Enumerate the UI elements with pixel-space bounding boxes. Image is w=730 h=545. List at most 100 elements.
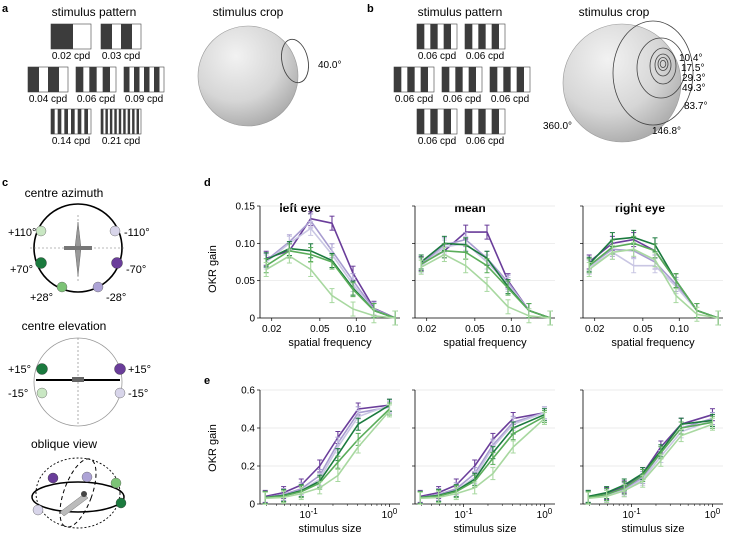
elevation-dot-minus15-left [36,387,48,399]
elevation-label-plus15-left: +15° [8,364,31,376]
grating-bar [491,24,499,49]
grating-bar [51,24,73,49]
grating-bar [64,109,68,134]
chart-d1-title: left eye [279,201,321,215]
fish-oblique-icon [59,493,89,517]
oblique-dot-purple [47,472,59,484]
x-axis-label: spatial frequency [288,337,372,349]
panel-b-angle-29: 29.3° [682,73,705,84]
x-tick-label: 10-1 [455,507,474,521]
grating-thumbnail-b6: 0.06 cpd [464,108,506,147]
grating-thumbnail-b1: 0.06 cpd [464,23,506,62]
oblique-dot-lilac [81,471,93,483]
x-tick-label: 0.05 [633,324,653,335]
grating-label: 0.06 cpd [466,51,504,62]
grating-bar [442,67,450,92]
chart-e1: 0 0.2 0.4 0.6 10-1 100 stimulus size [241,386,400,535]
grating-bar [102,67,110,92]
grating-thumbnail-6: 0.21 cpd [100,108,142,147]
grating-bar [127,109,131,134]
azimuth-diagram [30,203,126,293]
chart-e2: 10-1 100 stimulus size [412,389,555,535]
oblique-dot-palelilac [32,504,44,516]
series-line-2 [265,404,390,499]
grating-bar [51,109,55,134]
panel-a-crop-angle: 40.0° [318,60,341,71]
series-line-0 [420,231,551,319]
chart-d2: 0.02 0.05 0.10 spatial frequency [412,205,555,349]
grating-bar [121,24,132,49]
elevation-label-minus15-right: -15° [128,388,148,400]
grating-bar [154,67,160,92]
grating-label: 0.06 cpd [77,94,115,105]
panel-a-pattern-title: stimulus pattern [52,5,137,19]
oblique-diagram [31,457,127,529]
fish-eyes-icon [64,246,92,250]
grating-bar [468,67,476,92]
grating-label: 0.06 cpd [418,51,456,62]
chart-d3: 0.02 0.05 0.10 spatial frequency [580,205,723,349]
panel-letter-c: c [2,177,8,189]
grating-label: 0.06 cpd [443,94,481,105]
x-tick-label: 10-1 [300,507,319,521]
chart-d-ylabel: OKR gain [207,245,219,293]
oblique-dot-green [110,477,122,489]
x-tick-label: 0.10 [347,324,367,335]
grating-bar [134,67,140,92]
grating-thumbnail-4: 0.09 cpd [123,66,165,105]
panel-letter-b: b [367,3,374,15]
grating-bar [417,109,425,134]
panel-b-crop-title: stimulus crop [579,5,650,19]
x-tick-label: 0.02 [262,324,282,335]
chart-e3: 10-1 100 stimulus size [580,389,723,535]
panel-b-crop-49 [649,47,677,85]
x-axis-label: stimulus size [299,523,362,535]
panel-b-angle-146: 146.8° [652,126,681,137]
elevation-diagram [33,337,126,427]
grating-bar [430,109,438,134]
x-axis-label: spatial frequency [443,337,527,349]
x-tick-label: 0.02 [417,324,437,335]
x-tick-label: 0.02 [585,324,605,335]
panel-b-crop-10 [659,60,667,69]
azimuth-label-plus28: +28° [30,292,53,304]
grating-bar [109,109,113,134]
grating-bar [101,24,112,49]
grating-bar [77,109,82,134]
panel-letter-d: d [204,177,211,189]
grating-bar [394,67,402,92]
x-axis-label: spatial frequency [611,337,695,349]
grating-bar [417,24,425,49]
grating-bar [503,67,511,92]
grating-bar [516,67,524,92]
panel-letter-a: a [2,3,9,15]
y-tick-label: 0.10 [236,239,256,250]
panel-b-crop-146 [612,20,694,126]
panel-b-angle-17: 17.5° [681,63,704,74]
fish-side-icon [72,377,84,382]
grating-bar [76,67,84,92]
grating-bar [490,67,498,92]
x-tick-label: 0.05 [465,324,485,335]
panel-b-angle-49: 49.3° [682,83,705,94]
grating-label: 0.03 cpd [102,51,140,62]
y-tick-label: 0.05 [236,276,256,287]
panel-b-crop-83 [636,37,686,99]
grating-bar [124,67,130,92]
panel-b-gratings: 0.06 cpd 0.06 cpd 0.06 cpd 0.06 cpd 0.06 cpd… [393,23,531,147]
azimuth-label-minus70: -70° [126,264,146,276]
fish-eye-oblique [81,491,87,497]
grating-thumbnail-b2: 0.06 cpd [393,66,435,105]
grating-label: 0.21 cpd [102,136,140,147]
x-tick-label: 100 [382,507,398,521]
panel-c-azimuth-title: centre azimuth [25,186,104,200]
x-axis-label: stimulus size [454,523,517,535]
y-tick-label: 0.15 [236,202,256,213]
grating-bar [478,109,486,134]
panel-c-elevation-title: centre elevation [22,319,107,333]
grating-label: 0.02 cpd [52,51,90,62]
chart-e-ylabel: OKR gain [207,424,219,472]
series-line-1 [265,406,390,499]
grating-label: 0.06 cpd [491,94,529,105]
grating-label: 0.06 cpd [395,94,433,105]
